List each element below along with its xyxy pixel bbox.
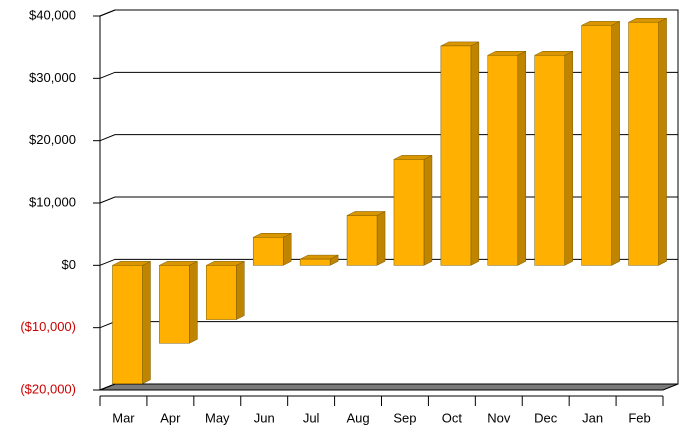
x-tick-label: Jun	[254, 410, 275, 425]
x-tick-label: Jul	[303, 410, 320, 425]
bar-front	[299, 258, 331, 266]
bar	[112, 260, 151, 385]
bar	[393, 154, 433, 266]
bar-front	[112, 265, 143, 385]
y-tick-label: $30,000	[29, 70, 76, 85]
bar-front	[206, 265, 237, 320]
x-tick-label: Nov	[487, 410, 511, 425]
x-tick-label: Aug	[346, 410, 369, 425]
bar	[487, 50, 527, 266]
bar	[440, 41, 480, 266]
bar-side	[282, 232, 292, 266]
bar-side	[658, 17, 667, 266]
bar-side	[142, 260, 151, 385]
bar-side	[376, 211, 386, 266]
bar	[159, 260, 198, 344]
x-tick-label: Mar	[112, 410, 135, 425]
x-tick-label: May	[205, 410, 230, 425]
bar-side	[236, 260, 245, 320]
x-tick-label: Sep	[393, 410, 416, 425]
bar	[628, 17, 667, 266]
y-tick-label: $40,000	[29, 7, 76, 22]
x-tick-label: Oct	[442, 410, 463, 425]
bar-front	[487, 55, 519, 266]
bar-front	[393, 159, 425, 266]
bar-front	[628, 21, 659, 266]
bar	[206, 260, 245, 320]
bar-side	[611, 20, 620, 266]
bar-side	[470, 41, 480, 266]
bar-front	[252, 237, 284, 266]
bar	[346, 211, 386, 266]
bar-front	[534, 55, 565, 266]
grid-line	[99, 9, 678, 17]
bar-side	[564, 50, 573, 266]
x-tick-label: Feb	[628, 410, 650, 425]
y-tick-label: ($10,000)	[20, 319, 76, 334]
y-tick-label: $0	[62, 257, 76, 272]
x-tick-label: Dec	[534, 410, 558, 425]
bar	[534, 50, 573, 266]
y-tick-label: $10,000	[29, 194, 76, 209]
bar	[581, 20, 620, 266]
bar-side	[423, 154, 433, 266]
bar-front	[581, 25, 612, 266]
bar-front	[440, 45, 472, 266]
bar	[252, 232, 292, 266]
bar	[299, 254, 339, 266]
bar-side	[517, 50, 527, 266]
x-tick-label: Apr	[160, 410, 181, 425]
y-tick-label: $20,000	[29, 132, 76, 147]
bar-front	[346, 215, 378, 266]
x-tick-label: Jan	[582, 410, 603, 425]
bar-side	[189, 260, 198, 344]
bar-front	[159, 265, 190, 344]
floor	[99, 383, 679, 391]
y-tick-label: ($20,000)	[20, 381, 76, 396]
